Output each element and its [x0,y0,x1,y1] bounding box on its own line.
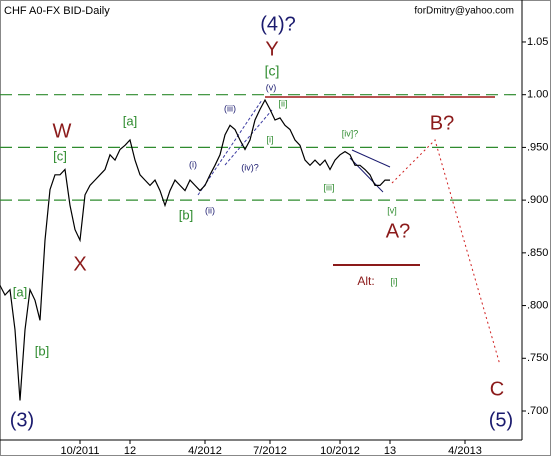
wave-label: (i) [189,159,197,169]
y-tick-label: .950 [527,141,548,153]
wave-label: W [53,120,72,142]
x-tick-label: 4/2013 [448,445,482,456]
wave-label: [ii] [279,98,288,108]
wave-label: [a] [13,284,27,299]
wave-label: [i] [266,134,273,144]
x-tick-label: 12 [124,445,136,456]
x-tick-label: 13 [384,445,396,456]
x-tick-label: 4/2012 [188,445,222,456]
wave-label: [c] [53,148,67,163]
wave-label: X [73,253,86,275]
wave-label: [b] [35,343,49,358]
y-tick-label: 1.00 [527,89,548,101]
wave-label: [b] [179,207,193,222]
channel-line [197,99,263,196]
wave-label: B? [430,112,454,134]
wave-label: C [490,378,504,400]
y-tick-label: .850 [527,247,548,259]
wave-label: A? [386,220,410,242]
wave-label: (iv)? [241,162,259,172]
wave-label: (4)? [260,13,296,35]
projection-line [391,139,501,366]
y-tick-label: .800 [527,299,548,311]
channel-line [351,149,391,168]
wave-label: [iii] [324,182,335,192]
decorations [197,96,501,366]
y-tick-label: .700 [527,405,548,417]
wave-label: (ii) [205,205,215,215]
wave-label: Alt: [357,274,374,288]
chart-title: CHF A0-FX BID-Daily [4,5,110,17]
price-line [0,98,390,401]
wave-label: (5) [489,409,513,431]
channel-line [224,109,273,166]
y-tick-label: .900 [527,194,548,206]
wave-label: (iii) [224,103,236,113]
wave-label: [i] [390,276,397,286]
wave-label: (v) [266,82,277,92]
wave-label: Y [265,38,278,60]
x-tick-label: 7/2012 [253,445,287,456]
y-tick-label: 1.05 [527,36,548,48]
channel-line [349,157,384,193]
wave-label: [iv]? [342,128,359,138]
wave-label: [v] [387,205,397,215]
wave-label: [c] [265,63,280,79]
y-tick-label: .750 [527,352,548,364]
wave-label: [a] [123,113,137,128]
wave-label: (3) [10,409,34,431]
x-tick-label: 10/2011 [61,445,100,456]
x-tick-label: 10/2012 [320,445,360,456]
watermark: forDmitry@yahoo.com [414,6,514,17]
